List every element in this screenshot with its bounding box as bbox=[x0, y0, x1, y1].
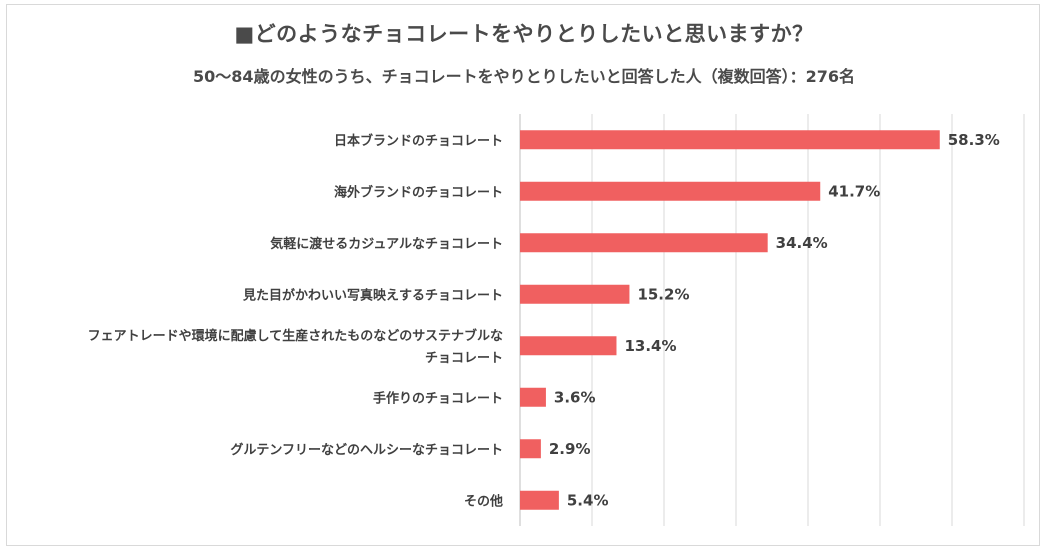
category-label: グルテンフリーなどのヘルシーなチョコレート bbox=[230, 442, 503, 458]
bar bbox=[520, 336, 617, 356]
bar bbox=[520, 233, 768, 253]
chart-subtitle: 50～84歳の女性のうち、チョコレートをやりとりしたいと回答した人（複数回答）：… bbox=[193, 67, 855, 86]
bar bbox=[520, 181, 821, 201]
data-label: 13.4% bbox=[624, 337, 676, 355]
bar bbox=[520, 387, 546, 407]
category-label: 手作りのチョコレート bbox=[373, 390, 503, 406]
data-label: 2.9% bbox=[549, 440, 591, 458]
data-label: 15.2% bbox=[637, 285, 689, 303]
data-label: 58.3% bbox=[948, 131, 1000, 149]
bar bbox=[520, 490, 559, 510]
category-label: フェアトレードや環境に配慮して生産されたものなどのサステナブルな bbox=[88, 328, 503, 344]
category-label: 気軽に渡せるカジュアルなチョコレート bbox=[270, 236, 503, 252]
category-label: その他 bbox=[464, 493, 503, 509]
data-label: 41.7% bbox=[828, 182, 880, 200]
category-label: チョコレート bbox=[425, 351, 503, 366]
category-label: 日本ブランドのチョコレート bbox=[334, 133, 503, 149]
chart-title: ■どのようなチョコレートをやりとりしたいと思いますか？ bbox=[234, 22, 814, 46]
data-label: 34.4% bbox=[776, 234, 828, 252]
bar bbox=[520, 439, 541, 459]
data-label: 3.6% bbox=[554, 388, 596, 406]
category-label: 海外ブランドのチョコレート bbox=[334, 184, 503, 200]
bar bbox=[520, 284, 630, 304]
data-label: 5.4% bbox=[567, 491, 609, 509]
bar bbox=[520, 130, 940, 150]
category-label: 見た目がかわいい写真映えするチョコレート bbox=[242, 287, 503, 303]
